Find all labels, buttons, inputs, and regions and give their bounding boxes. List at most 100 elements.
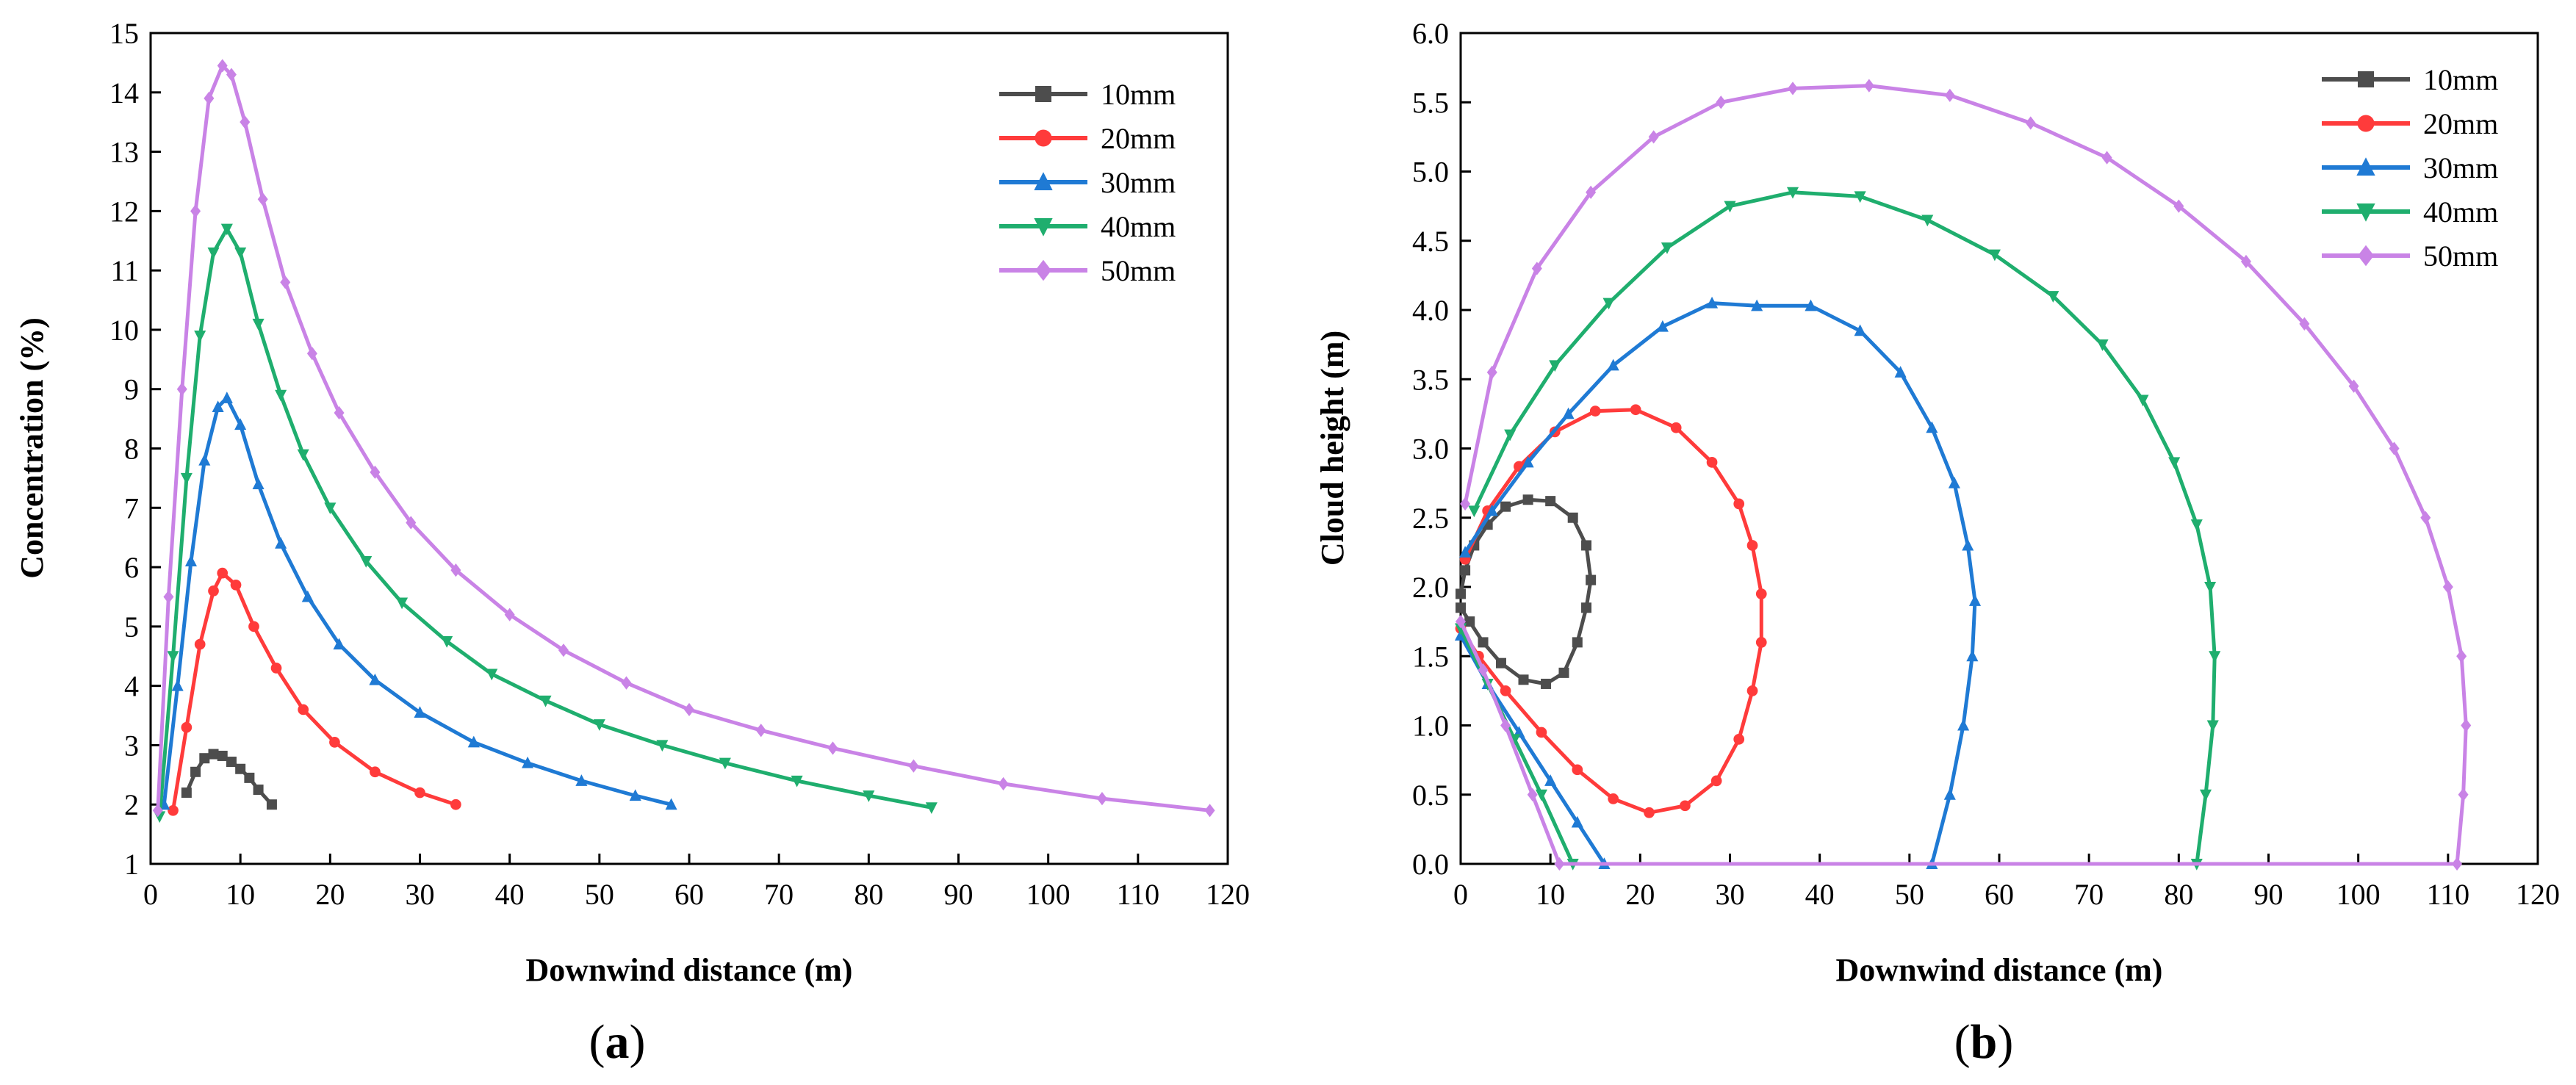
data-point-30mm: [171, 679, 184, 691]
data-point-40mm: [2190, 519, 2203, 531]
data-point-30mm: [629, 789, 641, 801]
legend-marker: [2356, 203, 2375, 222]
series-line-30mm: [162, 396, 672, 807]
data-point-20mm: [1746, 685, 1758, 696]
data-point-20mm: [1733, 734, 1745, 745]
data-point-30mm: [369, 673, 381, 685]
legend-item-50mm: 50mm: [999, 254, 1176, 287]
data-point-20mm: [1680, 800, 1691, 812]
y-tick-label: 3: [124, 729, 139, 762]
data-point-20mm: [208, 585, 219, 596]
y-tick-label: 2.0: [1412, 571, 1449, 604]
legend-b: 10mm 20mm 30mm 40mm 50mm: [2322, 63, 2498, 273]
data-point-40mm: [656, 740, 669, 752]
y-tick-label: 0.0: [1412, 848, 1449, 881]
data-point-50mm: [2456, 649, 2467, 663]
data-point-40mm: [1988, 249, 2001, 262]
panel-label-a: (a): [589, 1015, 646, 1069]
data-point-20mm: [1500, 685, 1511, 696]
data-point-20mm: [194, 638, 206, 650]
legend-label: 20mm: [1101, 122, 1176, 155]
data-point-40mm: [2209, 651, 2221, 663]
data-point-40mm: [167, 651, 179, 663]
data-point-30mm: [212, 400, 224, 412]
data-point-50mm: [370, 465, 381, 479]
data-point-20mm: [1746, 540, 1758, 551]
data-point-20mm: [298, 704, 309, 715]
legend-label: 10mm: [1101, 78, 1176, 111]
x-tick-label: 80: [854, 878, 883, 911]
legend-marker: [2357, 115, 2375, 132]
data-point-50mm: [257, 192, 268, 206]
x-tick-label: 100: [2336, 878, 2381, 911]
data-point-50mm: [226, 68, 237, 82]
y-tick-label: 7: [124, 491, 139, 525]
y-tick-label: 14: [109, 76, 139, 109]
data-point-30mm: [234, 418, 247, 430]
data-point-50mm: [1204, 804, 1215, 818]
legend-item-40mm: 40mm: [2322, 195, 2498, 228]
data-point-40mm: [1468, 505, 1481, 518]
legend-marker: [1034, 218, 1053, 237]
data-point-30mm: [1607, 358, 1619, 371]
y-tick-label: 0.5: [1412, 779, 1449, 812]
chart-panel-b: 0 10 20 30 40 50 60 70 80 90 100 110 120 0.0 0.5 1.0 1.5…: [1314, 17, 2560, 1069]
data-point-20mm: [1630, 404, 1641, 416]
data-point-50mm: [2173, 199, 2184, 213]
series-40mm: [1454, 187, 2221, 870]
data-point-50mm: [558, 644, 569, 657]
data-point-40mm: [925, 802, 938, 815]
x-tick-label: 40: [495, 878, 525, 911]
data-point-20mm: [230, 579, 242, 591]
data-point-10mm: [1541, 678, 1552, 689]
data-point-50mm: [334, 405, 345, 420]
series-line-40mm: [1458, 190, 2217, 866]
data-point-50mm: [504, 608, 515, 621]
data-point-50mm: [998, 776, 1009, 791]
series-40mm: [154, 223, 938, 823]
y-tick-label: 4.0: [1412, 294, 1449, 327]
x-tick-label: 90: [944, 878, 974, 911]
legend-item-20mm: 20mm: [2322, 107, 2498, 140]
data-point-50mm: [827, 741, 838, 755]
series-line-20mm: [1458, 408, 1763, 815]
y-tick-label: 12: [109, 195, 139, 228]
data-point-30mm: [575, 774, 588, 786]
data-point-10mm: [1518, 674, 1529, 685]
data-point-20mm: [414, 787, 425, 799]
y-tick-label: 13: [109, 136, 139, 169]
series-50mm: [1456, 79, 2472, 871]
data-point-50mm: [1460, 497, 1471, 511]
data-point-10mm: [1460, 565, 1471, 576]
data-point-50mm: [2025, 116, 2036, 130]
data-point-50mm: [2389, 441, 2400, 455]
data-point-20mm: [1710, 775, 1722, 787]
y-tick-label: 9: [124, 373, 139, 406]
data-point-40mm: [539, 695, 552, 707]
data-point-10mm: [190, 766, 201, 777]
data-point-40mm: [1724, 201, 1736, 213]
data-point-50mm: [1500, 718, 1511, 732]
data-point-20mm: [1572, 764, 1583, 776]
x-tick-label: 10: [1536, 878, 1565, 911]
y-tick-label: 4.5: [1412, 225, 1449, 258]
x-tick-label: 60: [674, 878, 704, 911]
data-point-40mm: [2206, 720, 2219, 732]
data-point-50mm: [240, 115, 251, 129]
data-point-20mm: [1670, 422, 1682, 433]
data-point-50mm: [1863, 79, 1874, 93]
data-point-30mm: [1522, 455, 1534, 468]
data-point-30mm: [522, 756, 534, 768]
data-point-20mm: [1733, 498, 1745, 510]
x-tick-label: 60: [1985, 878, 2014, 911]
x-tick-label: 110: [2427, 878, 2470, 911]
data-point-50mm: [2458, 787, 2469, 801]
x-tick-label: 0: [143, 878, 158, 911]
x-tick-label: 10: [226, 878, 255, 911]
data-point-30mm: [301, 590, 314, 602]
data-point-40mm: [2047, 291, 2059, 303]
legend-item-50mm: 50mm: [2322, 239, 2498, 273]
data-point-10mm: [244, 772, 255, 783]
data-point-10mm: [1522, 494, 1533, 505]
data-point-10mm: [1567, 512, 1578, 523]
